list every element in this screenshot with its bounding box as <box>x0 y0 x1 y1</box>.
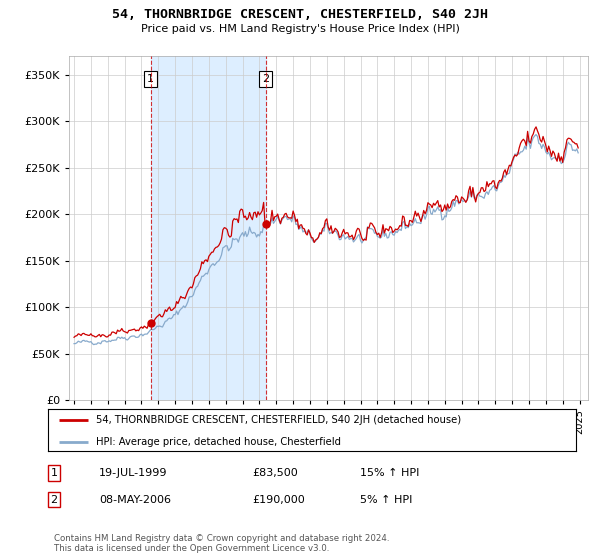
Text: 08-MAY-2006: 08-MAY-2006 <box>99 494 171 505</box>
Text: 54, THORNBRIDGE CRESCENT, CHESTERFIELD, S40 2JH (detached house): 54, THORNBRIDGE CRESCENT, CHESTERFIELD, … <box>95 415 461 425</box>
Text: 1: 1 <box>147 74 154 84</box>
Text: HPI: Average price, detached house, Chesterfield: HPI: Average price, detached house, Ches… <box>95 437 341 446</box>
Text: 54, THORNBRIDGE CRESCENT, CHESTERFIELD, S40 2JH: 54, THORNBRIDGE CRESCENT, CHESTERFIELD, … <box>112 8 488 21</box>
Text: 2: 2 <box>262 74 269 84</box>
Bar <box>151 56 266 400</box>
Text: £190,000: £190,000 <box>252 494 305 505</box>
Text: 15% ↑ HPI: 15% ↑ HPI <box>360 468 419 478</box>
Text: 19-JUL-1999: 19-JUL-1999 <box>99 468 167 478</box>
Text: Price paid vs. HM Land Registry's House Price Index (HPI): Price paid vs. HM Land Registry's House … <box>140 24 460 34</box>
Text: 2: 2 <box>50 494 58 505</box>
Text: Contains HM Land Registry data © Crown copyright and database right 2024.
This d: Contains HM Land Registry data © Crown c… <box>54 534 389 553</box>
Text: 5% ↑ HPI: 5% ↑ HPI <box>360 494 412 505</box>
Text: £83,500: £83,500 <box>252 468 298 478</box>
Text: 1: 1 <box>50 468 58 478</box>
